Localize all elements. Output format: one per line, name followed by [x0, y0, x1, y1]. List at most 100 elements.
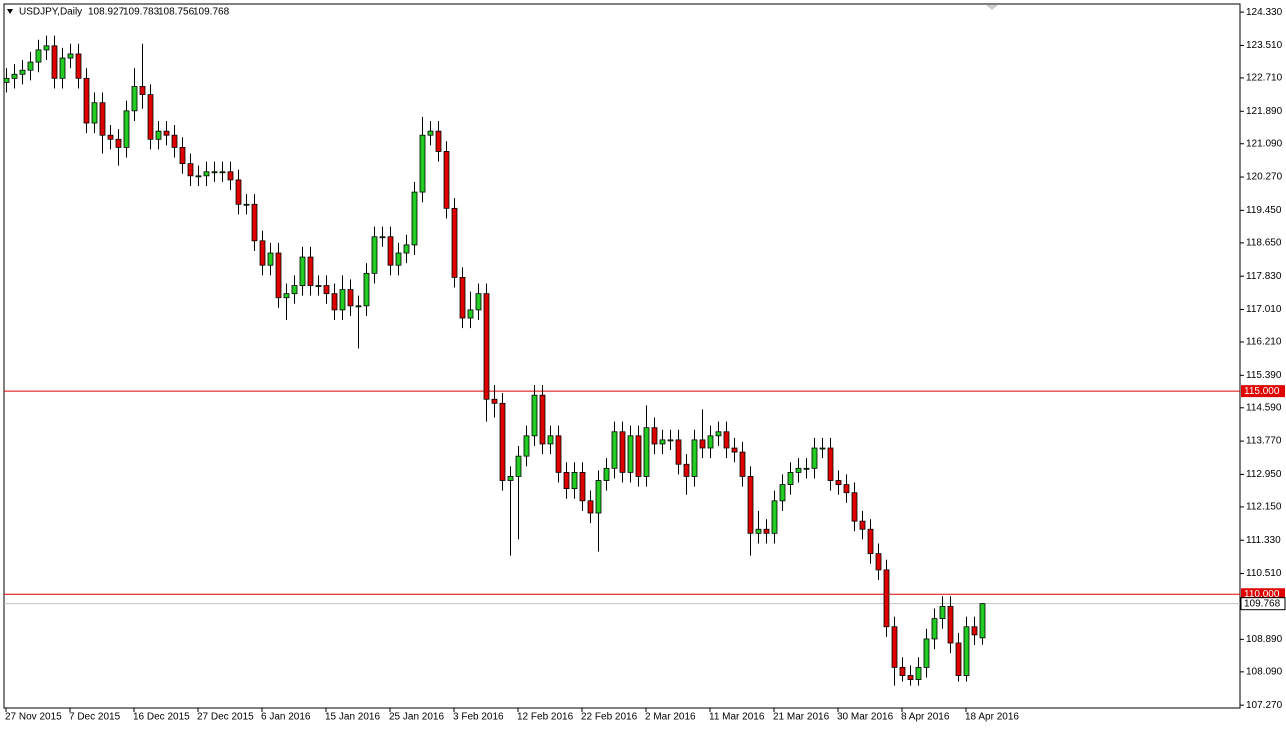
candle-body [931, 618, 938, 640]
y-tick-label: 121.890 [1246, 106, 1283, 117]
candle-body [83, 77, 90, 124]
candle-body [411, 191, 418, 246]
candle-body [755, 528, 762, 534]
candle-body [891, 626, 898, 668]
candle-body [291, 285, 298, 295]
candle-body [699, 439, 706, 449]
y-tick-label: 107.270 [1246, 700, 1283, 711]
level-label: 115.000 [1244, 386, 1280, 397]
candle-body [659, 439, 666, 445]
candle-body [563, 471, 570, 490]
candle-body [731, 447, 738, 453]
candle-body [915, 666, 922, 680]
candle-body [395, 252, 402, 266]
candle-body [779, 484, 786, 502]
candle-body [419, 134, 426, 193]
candle-body [627, 435, 634, 473]
candle-body [187, 163, 194, 177]
candle-body [155, 130, 162, 140]
y-tick-label: 120.270 [1246, 172, 1283, 183]
candle-body [27, 61, 34, 71]
y-tick-label: 117.010 [1246, 304, 1282, 315]
candle-body [219, 171, 226, 174]
candle-body [451, 207, 458, 278]
candle-body [491, 398, 498, 404]
x-tick-label: 11 Mar 2016 [709, 712, 765, 723]
x-tick-label: 15 Jan 2016 [325, 712, 380, 723]
candle-body [243, 203, 250, 206]
candle-body [835, 480, 842, 485]
candle-body [635, 435, 642, 477]
candle-body [163, 130, 170, 136]
x-tick-label: 27 Dec 2015 [197, 712, 254, 723]
candle-body [587, 500, 594, 514]
candle-body [595, 480, 602, 514]
candle-body [979, 603, 986, 639]
candle-body [843, 484, 850, 494]
candle-body [803, 467, 810, 470]
candle-body [67, 53, 74, 59]
candle-body [667, 439, 674, 442]
candle-body [643, 427, 650, 477]
candle-body [315, 285, 322, 287]
candle-body [795, 467, 802, 473]
y-tick-label: 123.510 [1246, 40, 1283, 51]
candle-body [339, 289, 346, 311]
y-tick-label: 124.330 [1246, 7, 1283, 18]
candle-body [19, 69, 26, 75]
scroll-marker [986, 5, 998, 10]
candle-body [771, 500, 778, 534]
y-tick-label: 114.590 [1246, 402, 1282, 413]
candle-body [379, 236, 386, 239]
candle-body [691, 439, 698, 477]
candle-body [75, 53, 82, 79]
candle-body [555, 435, 562, 473]
y-tick-label: 117.830 [1246, 271, 1282, 282]
candle-body [259, 240, 266, 266]
x-tick-label: 30 Mar 2016 [837, 712, 894, 723]
candle-body [547, 435, 554, 445]
candle-body [355, 305, 362, 308]
candle-body [763, 528, 770, 534]
y-tick-label: 118.650 [1246, 238, 1282, 249]
candle-body [571, 471, 578, 490]
candle-body [867, 528, 874, 555]
x-tick-label: 21 Mar 2016 [773, 712, 830, 723]
candle-body [715, 431, 722, 437]
candle-body [331, 293, 338, 311]
candle-body [611, 431, 618, 469]
candle-body [427, 130, 434, 136]
candle-body [387, 236, 394, 266]
x-tick-label: 25 Jan 2016 [389, 712, 444, 723]
candle-body [147, 94, 154, 140]
x-tick-label: 12 Feb 2016 [517, 712, 574, 723]
candle-body [603, 467, 610, 481]
candle-body [907, 675, 914, 680]
candle-body [651, 427, 658, 445]
candle-body [747, 476, 754, 534]
candle-body [59, 57, 66, 79]
candle-body [475, 293, 482, 311]
x-tick-label: 22 Feb 2016 [581, 712, 638, 723]
x-tick-label: 27 Nov 2015 [5, 712, 62, 723]
x-tick-label: 2 Mar 2016 [645, 712, 696, 723]
candle-body [787, 471, 794, 485]
candle-body [251, 203, 258, 242]
symbol-label: USDJPY,Daily [19, 7, 82, 18]
plot-frame [3, 3, 1241, 709]
y-tick-label: 110.510 [1246, 568, 1282, 579]
candle-body [819, 447, 826, 450]
candle-body [363, 272, 370, 307]
candle-body [203, 171, 210, 177]
x-tick-label: 3 Feb 2016 [453, 712, 504, 723]
x-tick-label: 7 Dec 2015 [69, 712, 121, 723]
y-tick-label: 116.210 [1246, 337, 1282, 348]
candle-body [283, 293, 290, 299]
candle-body [883, 569, 890, 628]
candle-body [11, 73, 18, 79]
candle-body [443, 151, 450, 209]
candle-body [955, 642, 962, 676]
candle-body [923, 638, 930, 668]
candle-body [939, 606, 946, 620]
header-open: 108.927 [88, 7, 125, 18]
